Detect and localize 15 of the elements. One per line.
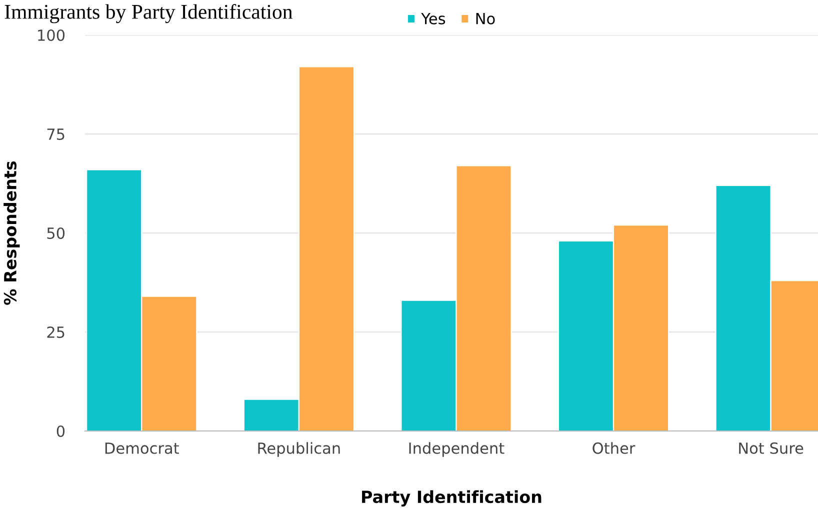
y-tick-label: 0 — [56, 425, 65, 438]
x-tick-label: Independent — [409, 442, 504, 457]
y-tick-label: 100 — [38, 29, 65, 42]
x-axis-title: Party Identification — [362, 490, 542, 506]
x-tick-label: Democrat — [105, 442, 179, 454]
x-tick-label: Not Sure — [739, 442, 804, 454]
chart-title: Immigrants by Party Identification — [4, 4, 292, 24]
y-tick-label: 75 — [47, 128, 64, 140]
legend-label: Yes — [421, 13, 446, 24]
y-tick-label: 50 — [47, 227, 65, 240]
y-tick-label: 25 — [47, 326, 64, 338]
x-tick-label: Other — [592, 442, 636, 454]
y-axis-title: % Respondents — [4, 161, 20, 305]
x-tick-label: Republican — [258, 442, 340, 457]
legend-label: No — [476, 13, 495, 24]
